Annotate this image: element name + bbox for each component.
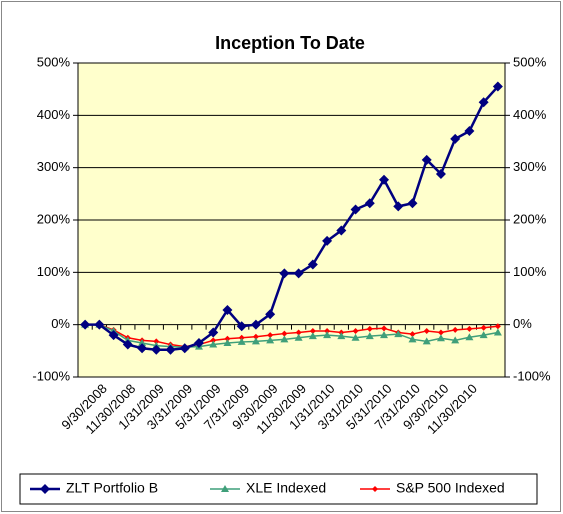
marker xyxy=(351,333,360,341)
y-tick-label: 300% xyxy=(37,159,71,174)
marker xyxy=(337,332,346,340)
marker xyxy=(223,338,232,346)
y2-tick-label: 100% xyxy=(513,264,547,279)
y-tick-label: 0% xyxy=(51,316,70,331)
marker xyxy=(336,225,347,236)
marker xyxy=(464,126,475,137)
marker xyxy=(450,133,461,144)
marker xyxy=(466,325,473,332)
marker xyxy=(250,319,261,330)
legend-label: S&P 500 Indexed xyxy=(396,480,505,496)
marker xyxy=(423,327,430,334)
marker xyxy=(324,327,331,334)
marker xyxy=(380,331,389,339)
marker xyxy=(280,335,289,343)
marker xyxy=(138,338,147,346)
marker xyxy=(236,321,247,332)
marker xyxy=(80,319,91,330)
marker xyxy=(237,337,246,345)
marker xyxy=(435,168,446,179)
y-tick-label: 400% xyxy=(37,107,71,122)
marker xyxy=(295,329,302,336)
marker xyxy=(251,337,260,345)
y2-tick-label: 500% xyxy=(513,54,547,69)
marker xyxy=(407,198,418,209)
marker xyxy=(494,323,501,330)
marker xyxy=(40,484,50,494)
marker xyxy=(409,331,416,338)
marker xyxy=(352,327,359,334)
marker xyxy=(151,344,162,355)
marker xyxy=(366,325,373,332)
marker xyxy=(238,334,245,341)
marker xyxy=(479,331,488,339)
marker xyxy=(452,326,459,333)
marker xyxy=(221,485,229,492)
marker xyxy=(208,327,219,338)
legend xyxy=(19,473,538,505)
marker xyxy=(281,330,288,337)
marker xyxy=(478,97,489,108)
marker xyxy=(381,325,388,332)
y2-tick-label: 300% xyxy=(513,159,547,174)
marker xyxy=(394,330,403,338)
marker xyxy=(393,201,404,212)
y2-tick-label: 0% xyxy=(513,316,532,331)
marker xyxy=(308,332,317,340)
marker xyxy=(364,198,375,209)
marker xyxy=(492,81,503,92)
marker xyxy=(422,337,431,345)
marker xyxy=(322,235,333,246)
y2-tick-label: -100% xyxy=(513,368,551,383)
marker xyxy=(294,333,303,341)
marker xyxy=(350,204,361,215)
marker xyxy=(137,343,148,354)
legend-label: ZLT Portfolio B xyxy=(66,480,158,496)
marker xyxy=(379,174,390,185)
marker xyxy=(252,333,259,340)
y-tick-label: 200% xyxy=(37,211,71,226)
y-tick-label: -100% xyxy=(32,368,70,383)
marker xyxy=(436,334,445,342)
marker xyxy=(193,337,204,348)
marker xyxy=(222,305,233,316)
marker xyxy=(165,344,176,355)
marker xyxy=(209,340,218,348)
marker xyxy=(323,331,332,339)
marker xyxy=(179,343,190,354)
marker xyxy=(266,336,275,344)
marker xyxy=(224,335,231,342)
marker xyxy=(265,309,276,320)
marker xyxy=(465,333,474,341)
marker xyxy=(493,328,502,336)
y-tick-label: 100% xyxy=(37,264,71,279)
marker xyxy=(480,324,487,331)
legend-label: XLE Indexed xyxy=(246,480,326,496)
marker xyxy=(153,338,160,345)
marker xyxy=(421,154,432,165)
marker xyxy=(210,337,217,344)
marker xyxy=(437,329,444,336)
marker xyxy=(372,486,378,492)
marker xyxy=(309,327,316,334)
marker xyxy=(408,335,417,343)
chart-title: Inception To Date xyxy=(215,33,365,53)
marker xyxy=(94,319,105,330)
marker xyxy=(451,336,460,344)
y-tick-label: 500% xyxy=(37,54,71,69)
marker xyxy=(365,332,374,340)
y2-tick-label: 200% xyxy=(513,211,547,226)
marker xyxy=(307,259,318,270)
marker xyxy=(293,268,304,279)
marker xyxy=(279,268,290,279)
series-line xyxy=(85,323,499,348)
marker xyxy=(267,332,274,339)
marker xyxy=(108,330,119,341)
marker xyxy=(122,339,133,350)
y2-tick-label: 400% xyxy=(513,107,547,122)
